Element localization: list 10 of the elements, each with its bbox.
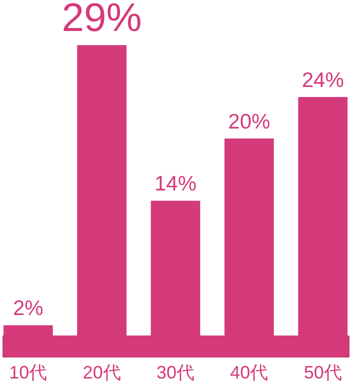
data-label: 24%	[302, 68, 344, 92]
x-tick-label: 50代	[304, 362, 342, 382]
x-tick-label: 10代	[9, 362, 48, 382]
x-tick-label: 30代	[156, 362, 195, 382]
data-label: 2%	[12, 297, 44, 320]
x-tick-label: 40代	[230, 362, 268, 382]
data-label: 14%	[154, 172, 197, 196]
data-label: 29%	[62, 0, 142, 40]
data-label: 20%	[228, 110, 270, 134]
x-tick-label: 20代	[82, 362, 121, 382]
